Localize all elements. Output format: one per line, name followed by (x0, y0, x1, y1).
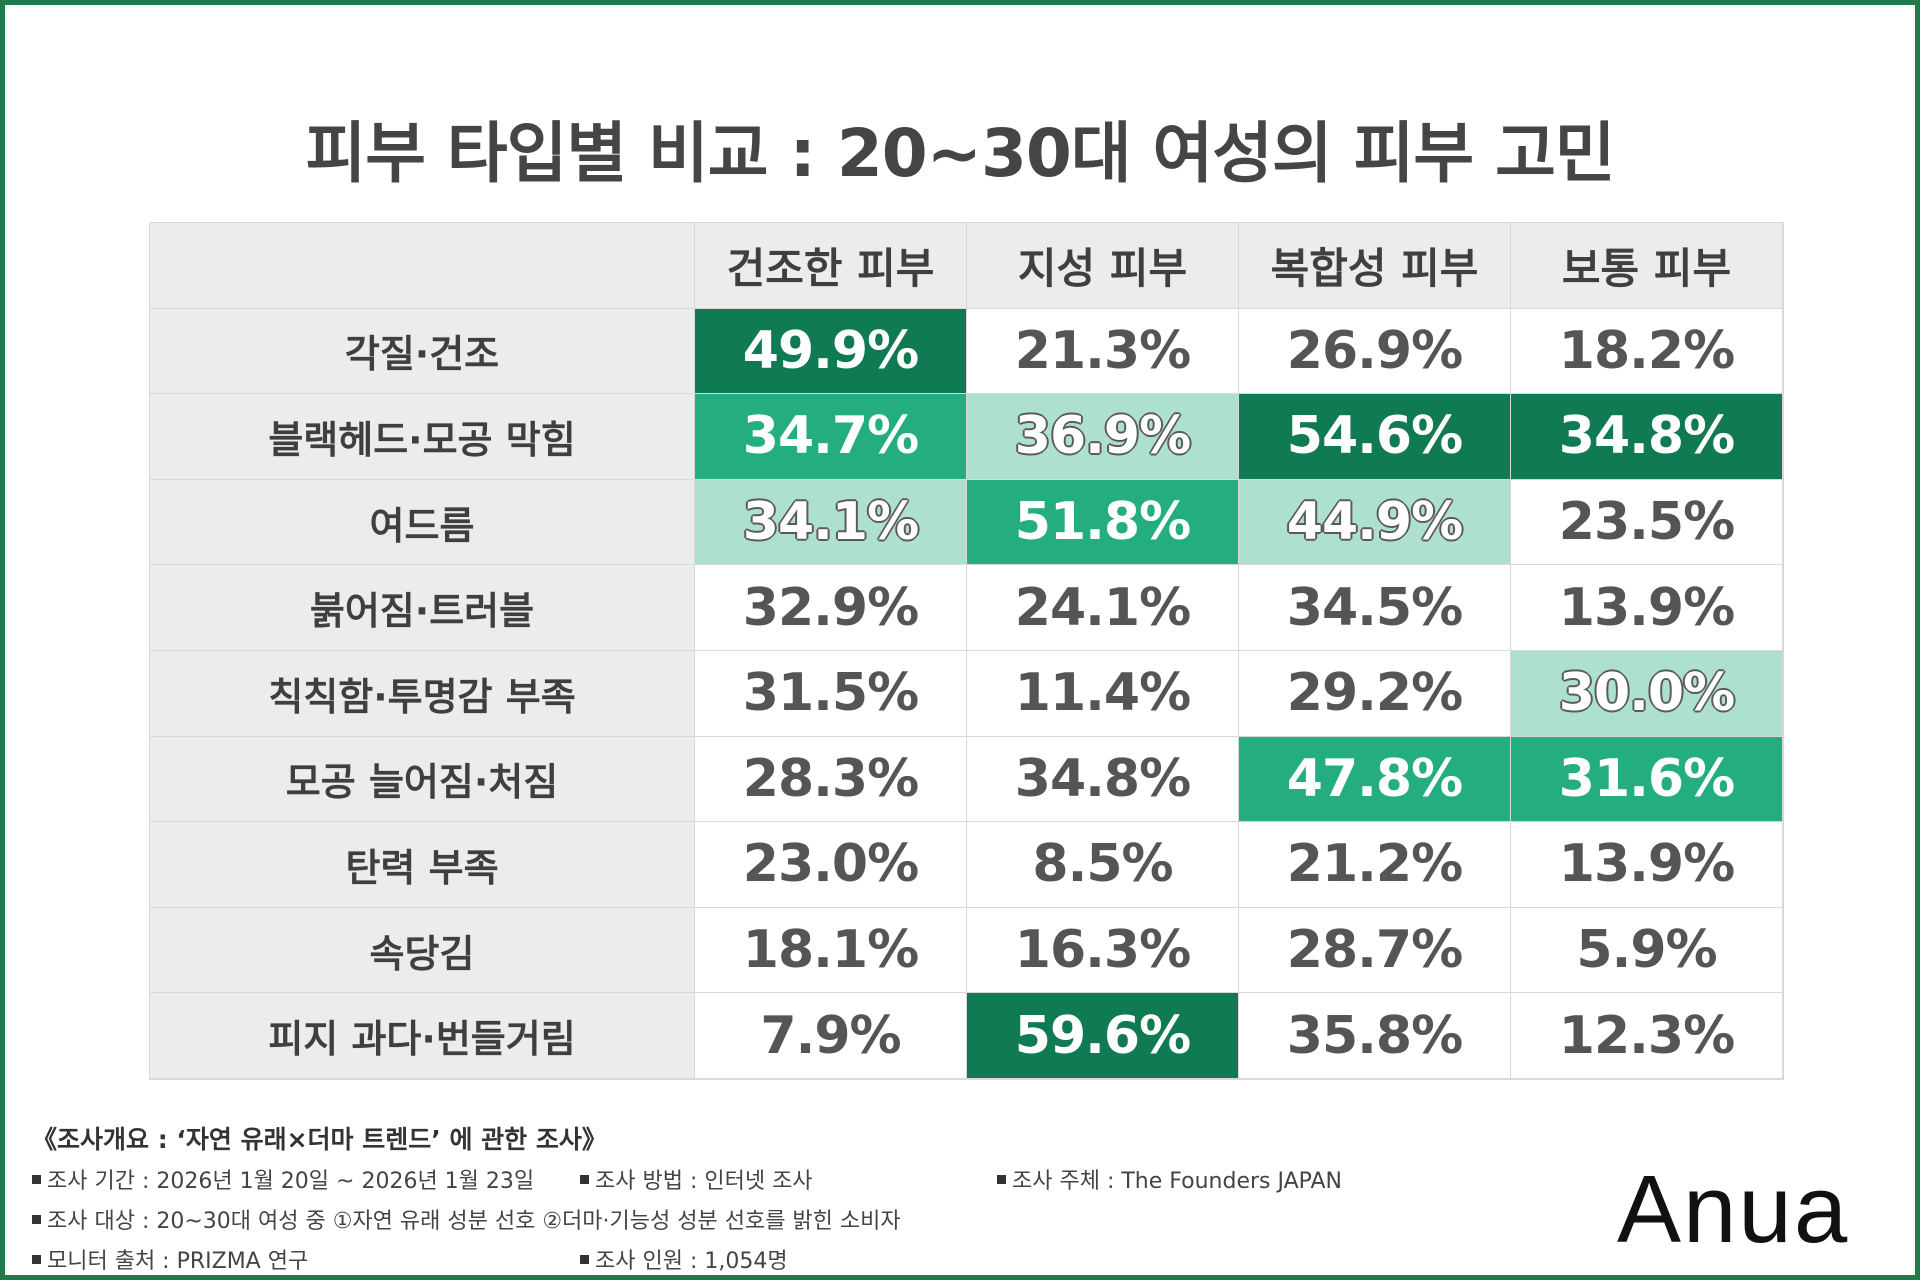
value-cell: 18.2% (1511, 308, 1783, 395)
survey-item: 조사 방법 : 인터넷 조사 (580, 1163, 813, 1195)
value-cell: 44.9% (1239, 479, 1511, 566)
value-cell: 32.9% (695, 565, 967, 651)
value-cell: 59.6% (967, 993, 1239, 1079)
survey-item-text: 조사 기간 : 2026년 1월 20일 ~ 2026년 1월 23일 (47, 1169, 535, 1194)
corner-cell (150, 223, 695, 309)
survey-item: 조사 기간 : 2026년 1월 20일 ~ 2026년 1월 23일 (32, 1163, 534, 1195)
value-cell: 13.9% (1511, 565, 1783, 651)
row-label: 블랙헤드·모공 막힘 (150, 394, 695, 480)
value-cell: 8.5% (967, 822, 1239, 908)
brand-logo: Anua (1617, 1156, 1850, 1263)
value-cell: 23.0% (695, 822, 967, 908)
value-cell: 13.9% (1511, 822, 1783, 908)
value-cell: 7.9% (695, 993, 967, 1079)
row-label: 탄력 부족 (150, 822, 695, 908)
column-header: 지성 피부 (967, 223, 1239, 309)
row-label: 여드름 (150, 479, 695, 566)
value-cell: 36.9% (967, 394, 1239, 480)
row-label: 칙칙함·투명감 부족 (150, 651, 695, 737)
value-cell: 26.9% (1239, 308, 1511, 395)
value-cell: 21.2% (1239, 822, 1511, 908)
survey-item-text: 모니터 출처 : PRIZMA 연구 (47, 1249, 309, 1274)
row-label: 각질·건조 (150, 308, 695, 395)
survey-heading: 《조사개요 : ‘자연 유래×더마 트렌드’ 에 관한 조사》 (32, 1125, 607, 1154)
value-cell: 30.0% (1511, 651, 1783, 737)
value-cell: 34.1% (695, 479, 967, 566)
row-label: 피지 과다·번들거림 (150, 993, 695, 1079)
value-cell: 34.8% (1511, 394, 1783, 480)
column-header: 보통 피부 (1511, 223, 1783, 309)
survey-item-text: 조사 방법 : 인터넷 조사 (595, 1169, 813, 1194)
value-cell: 31.5% (695, 651, 967, 737)
survey-item-text: 조사 인원 : 1,054명 (595, 1249, 788, 1274)
value-cell: 47.8% (1239, 736, 1511, 823)
value-cell: 12.3% (1511, 993, 1783, 1079)
value-cell: 35.8% (1239, 993, 1511, 1079)
value-cell: 18.1% (695, 907, 967, 994)
survey-item-text: 조사 대상 : 20~30대 여성 중 ①자연 유래 성분 선호 ②더마·기능성… (47, 1209, 901, 1234)
value-cell: 24.1% (967, 565, 1239, 651)
bullet (997, 1174, 1006, 1184)
survey-item: 조사 대상 : 20~30대 여성 중 ①자연 유래 성분 선호 ②더마·기능성… (32, 1203, 901, 1235)
value-cell: 34.7% (695, 394, 967, 480)
column-header: 복합성 피부 (1239, 223, 1511, 309)
bullet (580, 1174, 589, 1184)
column-header: 건조한 피부 (695, 223, 967, 309)
survey-item: 조사 주체 : The Founders JAPAN (997, 1163, 1342, 1195)
value-cell: 34.8% (967, 736, 1239, 823)
survey-item: 조사 인원 : 1,054명 (580, 1243, 788, 1275)
value-cell: 5.9% (1511, 907, 1783, 994)
value-cell: 54.6% (1239, 394, 1511, 480)
survey-item-text: 조사 주체 : The Founders JAPAN (1012, 1169, 1342, 1194)
value-cell: 11.4% (967, 651, 1239, 737)
value-cell: 34.5% (1239, 565, 1511, 651)
title: 피부 타입별 비교 : 20~30대 여성의 피부 고민 (305, 115, 1615, 192)
survey-item: 모니터 출처 : PRIZMA 연구 (32, 1243, 308, 1275)
value-cell: 28.7% (1239, 907, 1511, 994)
value-cell: 49.9% (695, 308, 967, 395)
bullet (32, 1214, 41, 1224)
value-cell: 21.3% (967, 308, 1239, 395)
row-label: 모공 늘어짐·처짐 (150, 736, 695, 823)
row-label: 속당김 (150, 907, 695, 994)
bullet (32, 1254, 41, 1264)
value-cell: 28.3% (695, 736, 967, 823)
value-cell: 23.5% (1511, 479, 1783, 566)
bullet (32, 1174, 41, 1184)
value-cell: 29.2% (1239, 651, 1511, 737)
value-cell: 31.6% (1511, 736, 1783, 823)
value-cell: 16.3% (967, 907, 1239, 994)
row-label: 붉어짐·트러블 (150, 565, 695, 651)
value-cell: 51.8% (967, 479, 1239, 566)
bullet (580, 1254, 589, 1264)
